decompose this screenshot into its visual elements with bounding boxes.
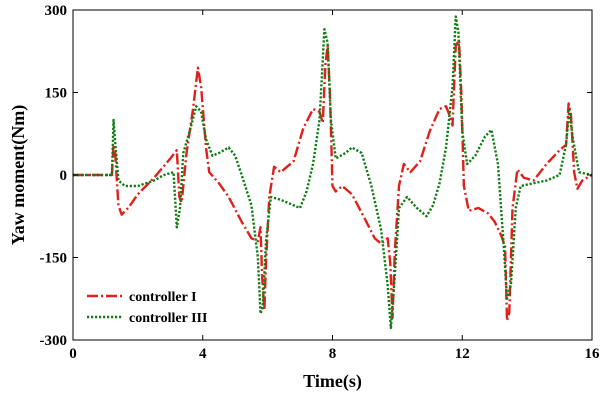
legend-label-controller-iii: controller III xyxy=(129,311,207,326)
x-tick-label: 8 xyxy=(329,346,337,362)
series-line-1 xyxy=(73,39,593,322)
y-tick-label: 150 xyxy=(45,86,68,102)
plot-frame xyxy=(72,9,593,341)
y-axis-label: Yaw moment(Nm) xyxy=(8,105,29,245)
legend-label-controller-i: controller I xyxy=(129,290,197,305)
legend: controller I controller III xyxy=(87,290,207,326)
y-tick-label: 300 xyxy=(45,3,68,19)
x-axis-label: Time(s) xyxy=(303,371,362,392)
ticks-layer: 0 4 8 12 16 -300 -150 0 150 300 xyxy=(40,3,601,362)
series-layer xyxy=(73,15,593,330)
y-tick-label: -300 xyxy=(40,333,68,349)
x-tick-label: 4 xyxy=(199,346,207,362)
y-tick-label: -150 xyxy=(40,251,68,267)
y-tick-label: 0 xyxy=(60,168,68,184)
x-tick-label: 12 xyxy=(455,346,470,362)
plot-border xyxy=(72,9,593,341)
x-tick-label: 16 xyxy=(585,346,601,362)
x-tick-label: 0 xyxy=(69,346,77,362)
series-line-2 xyxy=(73,15,593,330)
